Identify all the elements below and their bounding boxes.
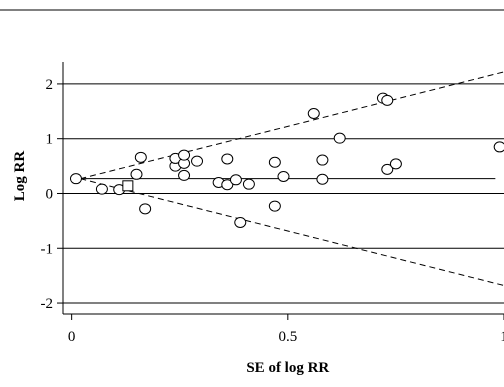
funnel-lines [80,71,504,286]
x-tick-label: 0 [68,329,76,345]
data-point [307,107,320,119]
data-point [268,156,281,168]
x-tick-label: 1 [500,329,504,345]
tick-labels: 2 1 0 -1 -2 0 0.5 1 [41,77,504,345]
data-point [381,94,394,106]
data-point [191,155,204,167]
y-tick-label: 1 [46,132,54,148]
funnel-upper-line [80,71,504,180]
data-point [69,173,82,185]
data-point [221,179,234,191]
x-tick-label: 0.5 [278,329,297,345]
data-point [381,163,394,175]
data-point [95,183,108,195]
y-axis-title: Log RR [12,151,28,202]
data-point [333,132,346,144]
data-point [178,169,191,181]
data-point [234,217,247,229]
data-point [389,158,402,170]
data-point [316,154,329,166]
axes [57,62,504,320]
x-axis-title: SE of log RR [246,360,329,376]
data-point [242,178,255,190]
data-point-square [122,180,134,192]
data-point [316,173,329,185]
data-points [69,92,504,229]
data-point [139,203,152,215]
data-point [130,168,143,180]
funnel-lower-line [80,178,504,286]
grid [63,83,504,304]
data-point [493,141,504,153]
y-tick-label: 0 [46,186,54,202]
y-tick-label: -1 [41,241,54,257]
y-tick-label: -2 [41,296,54,312]
data-point [229,174,242,186]
data-point [134,151,147,163]
data-point [277,170,290,182]
data-point [221,153,234,165]
y-tick-label: 2 [46,77,54,93]
data-point [268,200,281,212]
data-point [178,149,191,161]
